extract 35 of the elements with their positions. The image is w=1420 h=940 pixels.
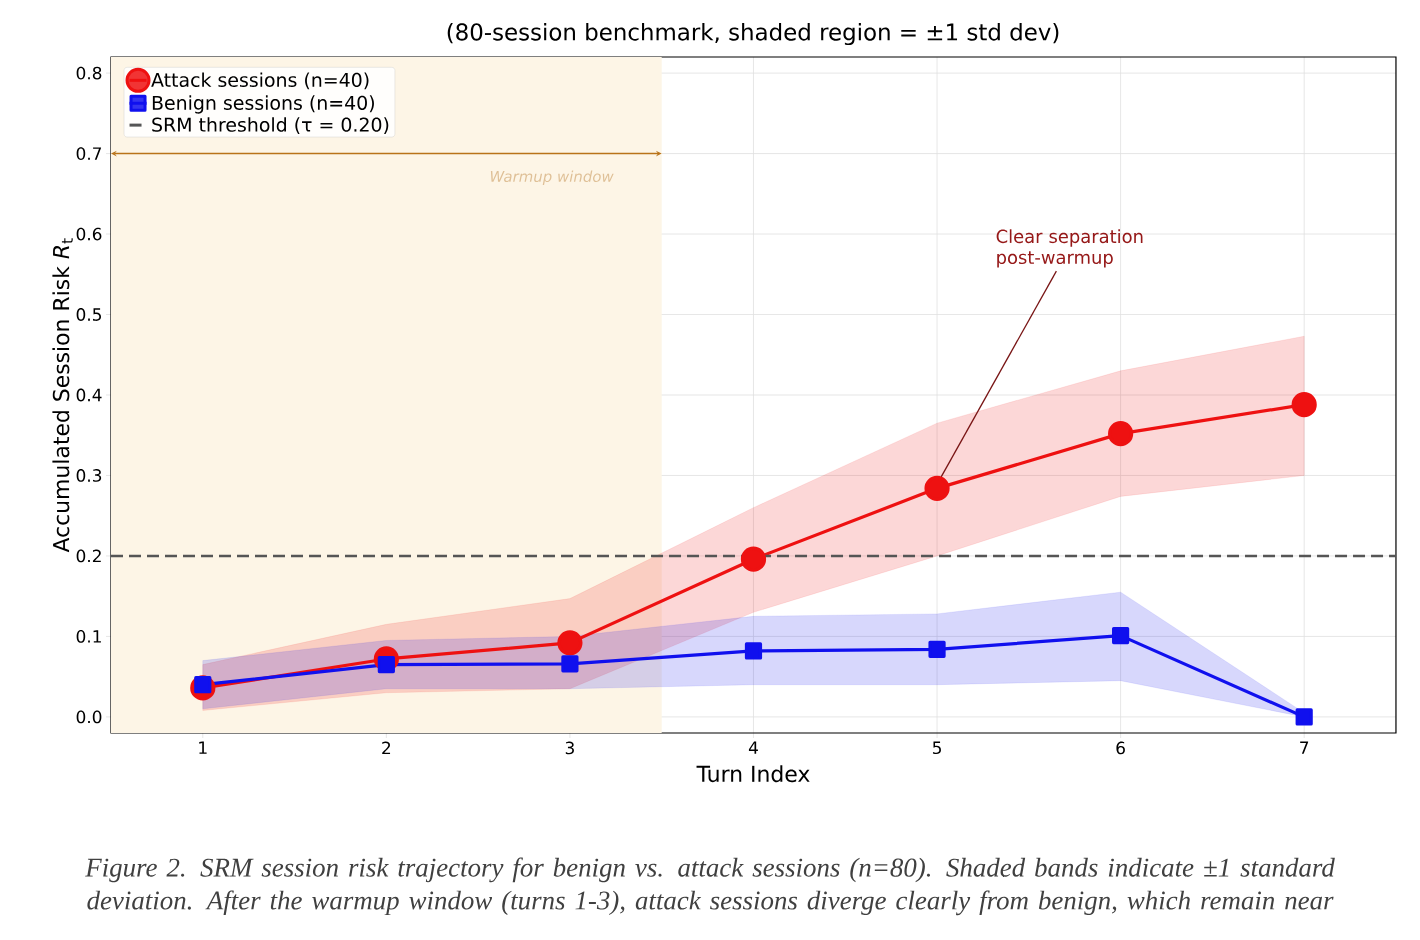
x-tick-label: 6 <box>1116 741 1125 755</box>
chart-subtitle: (80-session benchmark, shaded region = ±1 std dev) <box>447 22 1059 46</box>
y-tick-label: 0.5 <box>76 308 101 321</box>
y-tick-label: 0.2 <box>76 549 101 563</box>
point <box>740 546 767 572</box>
annotation: Clear separation post-warmup <box>996 229 1143 268</box>
point <box>561 655 579 673</box>
point <box>557 630 583 656</box>
y-tick-label: 0.7 <box>76 147 102 160</box>
y-tick-label: 0.1 <box>76 630 101 643</box>
caption: Figure 2. SRM session risk trajectory for benign vs. attack sessions (n=80). Shaded bands indicate ±1 standard deviation. After the warmup window (turns 1-3), attack sessions diverge clearly from benign, which remain near <box>85 857 1335 916</box>
x-tick-label: 4 <box>748 741 758 754</box>
legend-label: Attack sessions (n=40) <box>151 72 369 90</box>
x-tick-label: 1 <box>199 741 207 754</box>
x-tick-label: 7 <box>1300 741 1309 754</box>
point <box>1291 392 1317 418</box>
point <box>1112 627 1130 645</box>
y-tick-label: 0.8 <box>76 66 102 80</box>
point <box>1295 708 1313 726</box>
x-axis-title: Turn Index <box>696 765 810 783</box>
point <box>744 642 763 660</box>
y-axis-title: Accumulated Session Risk R$_{t}$ <box>52 238 73 553</box>
band-label: Warmup window <box>490 170 614 185</box>
legend-label: SRM threshold (τ = 0.20) <box>152 117 389 135</box>
y-tick-label: 0.6 <box>76 227 102 241</box>
y-tick-label: 0.4 <box>76 388 102 402</box>
point <box>928 640 946 658</box>
point <box>1108 421 1134 447</box>
x-tick-label: 3 <box>565 741 574 755</box>
y-tick-label: 0.3 <box>76 469 102 482</box>
legend-label: Benign sessions (n=40) <box>152 95 374 114</box>
x-tick-label: 2 <box>382 741 391 755</box>
point <box>924 475 950 501</box>
x-tick-label: 5 <box>932 741 941 755</box>
y-tick-label: 0.0 <box>76 710 102 724</box>
